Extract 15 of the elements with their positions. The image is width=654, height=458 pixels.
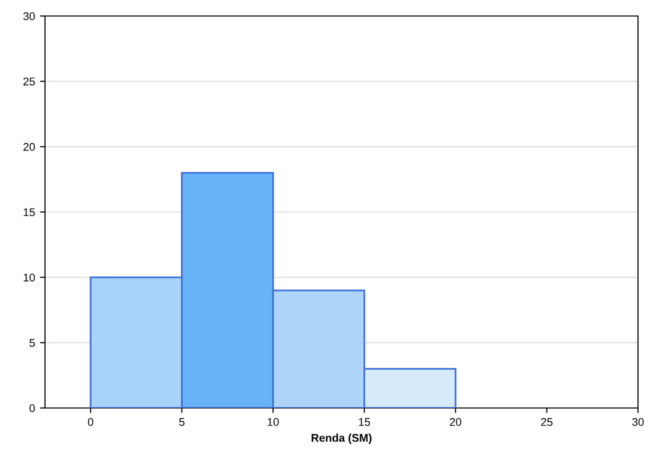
x-tick-label: 20: [450, 418, 462, 426]
x-tick-label: 30: [632, 418, 644, 426]
y-tick-label: 30: [23, 12, 35, 20]
x-tick-label: 0: [88, 418, 94, 426]
y-tick-label: 15: [24, 208, 35, 216]
x-tick-label: 10: [268, 418, 279, 426]
y-tick-label: 0: [30, 404, 35, 412]
y-tick-label: 5: [30, 339, 35, 347]
x-tick-label: 5: [179, 418, 184, 426]
y-tick-label: 10: [24, 274, 35, 282]
x-tick-label: 15: [358, 418, 370, 426]
y-tick-label: 20: [23, 142, 35, 151]
y-tick-label: 25: [23, 78, 35, 86]
x-tick-label: 25: [541, 418, 552, 426]
x-axis-title: Renda (SM): [312, 434, 372, 444]
